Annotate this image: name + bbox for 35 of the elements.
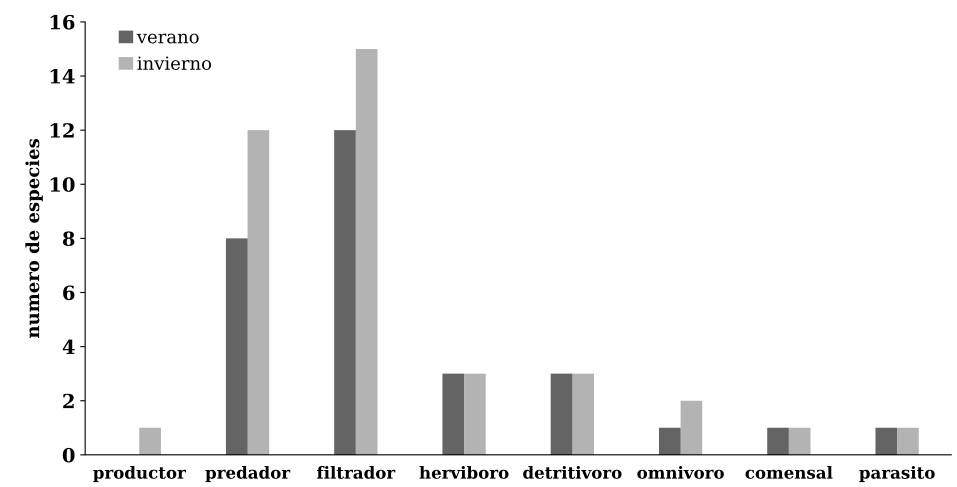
y-tick-label: 12 <box>50 123 74 138</box>
x-tick-label: productor <box>93 466 186 482</box>
bar <box>767 428 789 455</box>
x-tick-label: omnivoro <box>637 466 724 479</box>
bar <box>334 130 356 455</box>
bar <box>356 48 378 455</box>
legend-label: invierno <box>137 56 212 70</box>
bar <box>680 400 702 455</box>
y-tick-label: 8 <box>62 231 74 246</box>
bar <box>248 130 270 455</box>
y-tick-label: 16 <box>50 14 74 30</box>
bar <box>550 374 572 455</box>
x-tick-label: herviboro <box>420 466 509 479</box>
bar <box>226 238 248 455</box>
bar <box>875 428 898 455</box>
y-tick-label: 6 <box>63 285 74 300</box>
y-axis-title: numero de especies <box>25 138 43 338</box>
y-tick-label: 0 <box>62 448 75 463</box>
bar <box>442 374 464 455</box>
bar <box>139 428 161 455</box>
bar <box>572 374 594 455</box>
x-tick-label: filtrador <box>317 466 396 479</box>
bar <box>464 374 486 455</box>
x-tick-label: comensal <box>745 466 833 479</box>
y-tick-label: 10 <box>50 177 75 192</box>
y-tick-label: 2 <box>63 394 74 408</box>
bar <box>658 428 681 455</box>
bar <box>788 428 811 455</box>
y-tick-label: 14 <box>50 68 75 84</box>
y-tick-label: 4 <box>62 340 75 354</box>
legend-label: verano <box>136 34 199 44</box>
x-tick-label: predador <box>205 466 290 482</box>
x-tick-label: detritivoro <box>523 466 622 479</box>
bar <box>897 428 919 455</box>
x-tick-label: parasito <box>859 466 935 482</box>
